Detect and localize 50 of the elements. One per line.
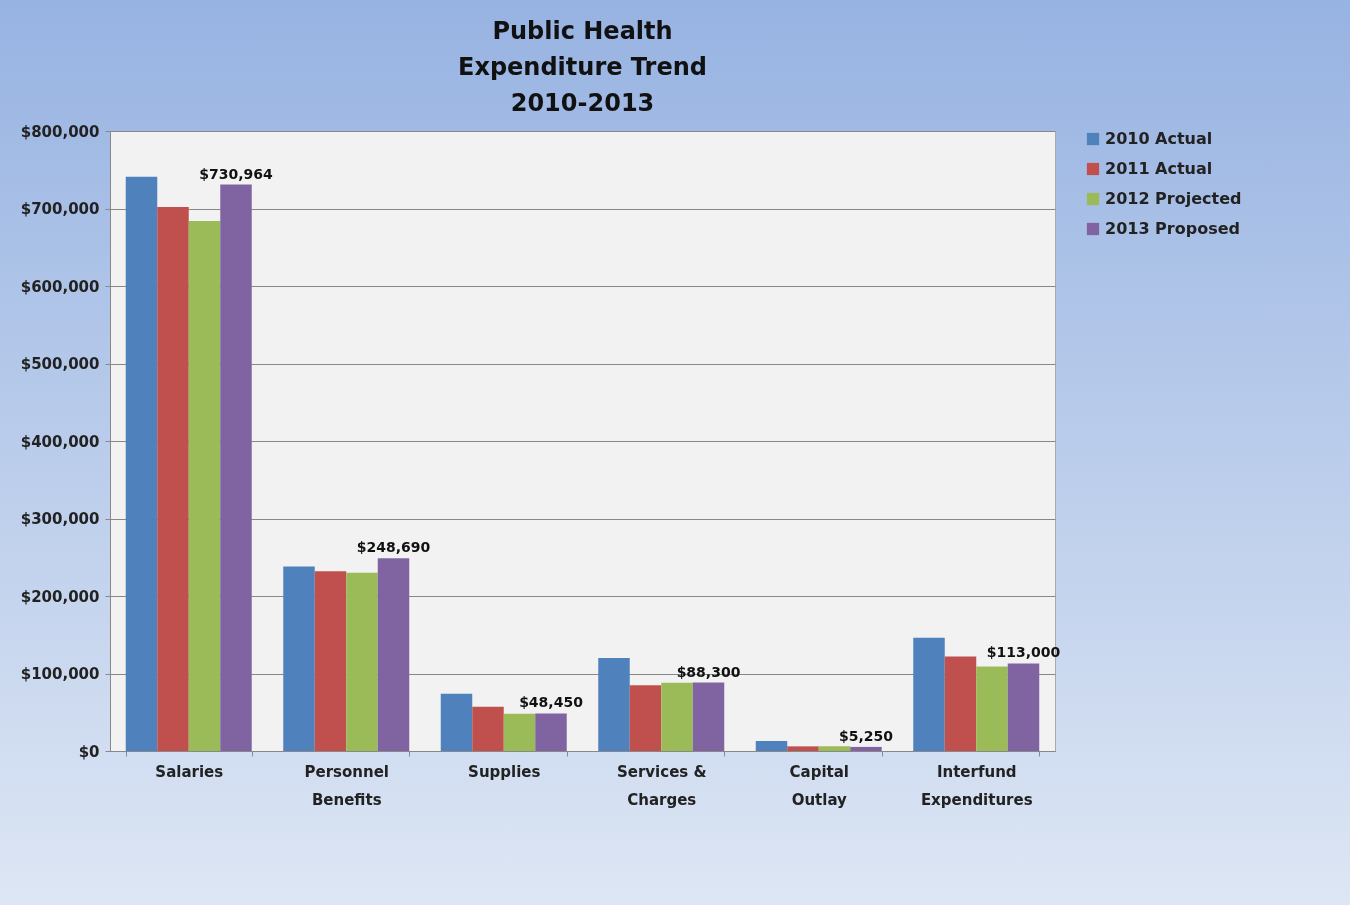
bar — [503, 713, 536, 751]
legend-label: 2010 Actual — [1105, 129, 1213, 148]
bar — [125, 176, 158, 751]
data-label: $5,250 — [838, 727, 894, 744]
y-tick-label: $600,000 — [20, 277, 100, 296]
chart-title: Public Health Expenditure Trend 2010-2013 — [458, 17, 707, 117]
bar — [692, 682, 725, 751]
bar — [1007, 663, 1040, 751]
x-tick-label: Capital Outlay — [789, 762, 849, 809]
data-label: $48,450 — [519, 694, 584, 711]
bar — [440, 693, 473, 751]
data-label: $730,964 — [199, 165, 274, 182]
bar — [472, 706, 504, 751]
x-tick-label: Interfund Expenditures — [920, 762, 1033, 809]
y-tick-label: $700,000 — [20, 200, 100, 218]
bar — [220, 184, 252, 751]
x-tick-label: Salaries — [155, 762, 224, 781]
y-tick-label: $0 — [78, 742, 100, 761]
bar — [913, 637, 945, 751]
bar — [629, 685, 662, 751]
bar — [157, 206, 189, 751]
bar — [850, 746, 882, 751]
y-tick-label: $200,000 — [20, 587, 100, 606]
y-tick-label: $500,000 — [20, 355, 100, 373]
y-tick-label: $800,000 — [20, 122, 100, 141]
bar — [755, 740, 788, 751]
bar — [944, 656, 977, 751]
bar — [598, 658, 630, 751]
legend-label: 2013 Proposed — [1105, 219, 1240, 238]
bar — [188, 220, 221, 751]
data-label: $248,690 — [356, 539, 431, 556]
bar — [535, 713, 567, 751]
data-label: $88,300 — [676, 663, 741, 680]
bar — [818, 746, 851, 751]
y-tick-label: $100,000 — [20, 665, 100, 683]
data-label: $113,000 — [986, 644, 1061, 661]
bar — [377, 558, 410, 751]
bar — [661, 682, 693, 751]
bar — [283, 566, 315, 751]
y-tick-label: $300,000 — [20, 510, 100, 528]
bar — [787, 746, 819, 751]
legend-label: 2011 Actual — [1105, 159, 1213, 178]
bar — [314, 571, 347, 751]
x-tick-label: Supplies — [468, 762, 541, 781]
x-tick-label: Services & Charges — [616, 762, 707, 809]
y-tick-label: $400,000 — [20, 432, 100, 451]
legend-label: 2012 Projected — [1105, 189, 1242, 208]
x-tick-label: Personnel Benefits — [304, 762, 389, 809]
bar — [346, 572, 378, 751]
bar — [976, 666, 1008, 751]
